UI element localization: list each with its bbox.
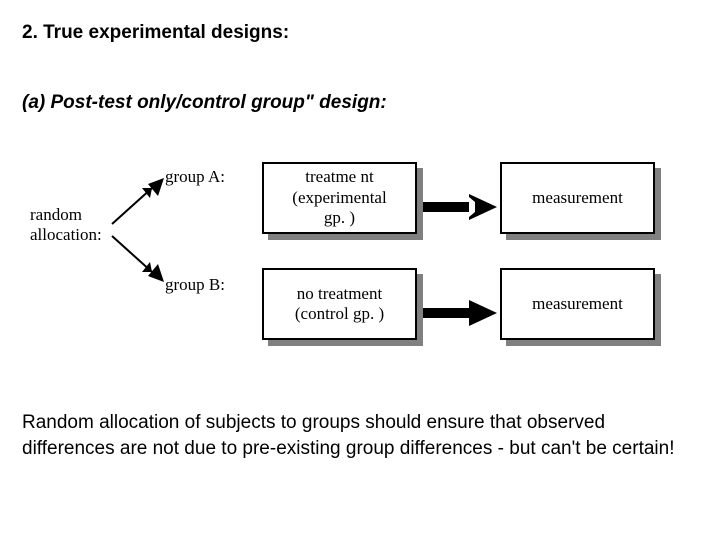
random-allocation-label: random allocation: [30, 205, 120, 245]
arrow-right-icon [421, 192, 499, 222]
split-arrow-down-icon [108, 232, 168, 282]
arrow-right-icon [421, 298, 499, 328]
measurement-b-box: measurement [500, 268, 655, 340]
no-treatment-box: no treatment (control gp. ) [262, 268, 417, 340]
split-arrow-up-icon [108, 178, 168, 228]
measurement-a-box: measurement [500, 162, 655, 234]
section-heading: 2. True experimental designs: [22, 22, 289, 44]
explanation-paragraph: Random allocation of subjects to groups … [22, 410, 698, 461]
subsection-heading: (a) Post-test only/control group" design… [22, 92, 387, 114]
treatment-box: treatme nt (experimental gp. ) [262, 162, 417, 234]
